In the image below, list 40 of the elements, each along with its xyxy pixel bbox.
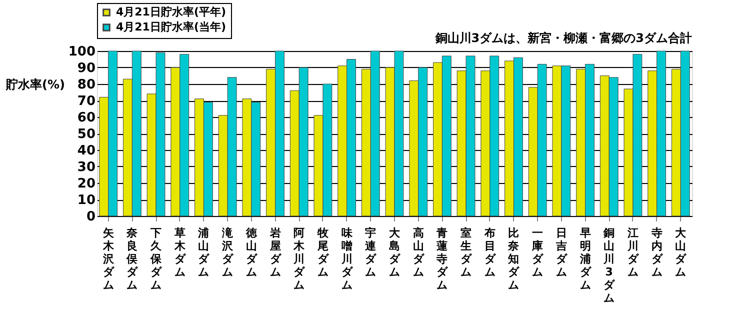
x-tick-label: 高山ダム	[412, 226, 425, 278]
y-tick-label: 10	[77, 193, 96, 208]
x-tick-label: 寺内ダム	[650, 226, 664, 278]
y-tick-label: 60	[77, 110, 96, 126]
legend-label: 4月21日貯水率(当年)	[116, 20, 226, 34]
x-tick-label: 青蓮寺ダム	[436, 226, 449, 292]
x-tick-label: 大島ダム	[389, 226, 401, 278]
text: 銅山川3ダムは、新宮・柳瀬・富郷の3ダム合計	[434, 31, 692, 45]
y-tick-label: 20	[77, 176, 96, 192]
x-tick-label: 室生ダム	[460, 226, 473, 278]
x-tick-label: 徳山ダム	[244, 226, 258, 278]
x-tick-label: 草木ダム	[173, 226, 186, 278]
y-tick-label: 80	[77, 78, 96, 92]
y-axis-title: 貯水率(%)	[5, 78, 65, 92]
x-tick-label: 大山ダム	[675, 226, 688, 278]
x-tick-label: 岩屋ダム	[268, 226, 282, 278]
legend-label: 4月21日貯水率(平年)	[116, 6, 226, 18]
y-tick-label: 50	[77, 127, 96, 142]
x-tick-label: 矢木沢ダム	[102, 226, 115, 292]
x-tick-label: 滝沢ダム	[221, 226, 234, 278]
x-tick-label: 江川ダム	[626, 226, 640, 278]
x-tick-label: 浦山ダム	[197, 226, 210, 278]
y-tick-label: 70	[77, 94, 96, 109]
x-tick-label: 奈良俣ダム	[126, 226, 139, 292]
x-tick-label: 牧尾ダム	[316, 226, 330, 278]
x-tick-label: 宇連ダム	[364, 226, 378, 278]
x-tick-label: 下久保ダム	[150, 226, 163, 292]
x-tick-label: 比奈知ダム	[507, 226, 520, 292]
x-tick-label: 一庫ダム	[531, 226, 544, 278]
x-tick-label: 布目ダム	[483, 226, 496, 278]
y-tick-label: 30	[77, 160, 96, 175]
x-tick-label: 日吉ダム	[554, 226, 568, 278]
x-tick-label: 銅山川3ダム	[602, 226, 616, 304]
x-tick-label: 早明浦ダム	[578, 226, 592, 292]
y-tick-label: 40	[77, 144, 96, 158]
y-tick-label: 100	[68, 44, 96, 60]
x-tick-label: 味噌川ダム	[340, 226, 354, 292]
y-tick-label: 90	[77, 61, 96, 76]
x-tick-label: 阿木川ダム	[292, 226, 306, 292]
y-tick-label: 0	[86, 210, 96, 224]
